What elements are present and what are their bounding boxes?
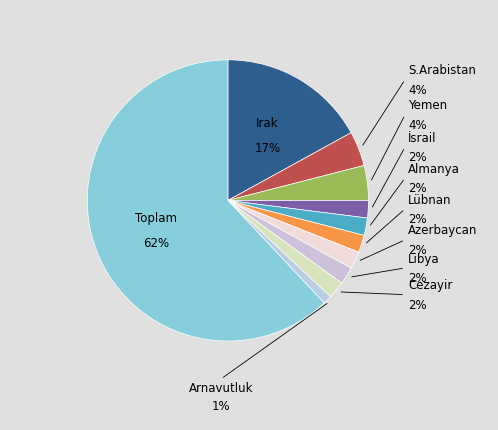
Text: Azerbaycan: Azerbaycan xyxy=(408,224,477,237)
Text: Almanya: Almanya xyxy=(408,162,460,175)
Wedge shape xyxy=(228,61,351,201)
Wedge shape xyxy=(228,201,330,303)
Text: Yemen: Yemen xyxy=(408,99,447,112)
Text: 17%: 17% xyxy=(254,142,280,155)
Wedge shape xyxy=(228,201,359,269)
Wedge shape xyxy=(228,166,369,201)
Text: 2%: 2% xyxy=(408,151,426,164)
Text: Toplam: Toplam xyxy=(135,212,177,224)
Text: Irak: Irak xyxy=(256,117,278,130)
Wedge shape xyxy=(87,61,324,341)
Wedge shape xyxy=(228,201,351,283)
Text: 2%: 2% xyxy=(408,272,426,285)
Text: 1%: 1% xyxy=(212,399,230,412)
Text: 2%: 2% xyxy=(408,298,426,311)
Text: 2%: 2% xyxy=(408,182,426,195)
Text: 2%: 2% xyxy=(408,243,426,257)
Text: 62%: 62% xyxy=(143,237,169,250)
Text: İsrail: İsrail xyxy=(408,131,436,144)
Text: Libya: Libya xyxy=(408,252,440,265)
Wedge shape xyxy=(228,201,342,297)
Text: 4%: 4% xyxy=(408,119,426,132)
Wedge shape xyxy=(228,201,369,218)
Wedge shape xyxy=(228,133,364,201)
Text: S.Arabistan: S.Arabistan xyxy=(408,64,476,77)
Text: Lübnan: Lübnan xyxy=(408,193,451,206)
Text: 2%: 2% xyxy=(408,213,426,226)
Wedge shape xyxy=(228,201,368,236)
Text: Arnavutluk: Arnavutluk xyxy=(189,381,253,394)
Wedge shape xyxy=(228,201,364,252)
Text: 4%: 4% xyxy=(408,84,426,97)
Text: Cezayir: Cezayir xyxy=(408,279,452,292)
